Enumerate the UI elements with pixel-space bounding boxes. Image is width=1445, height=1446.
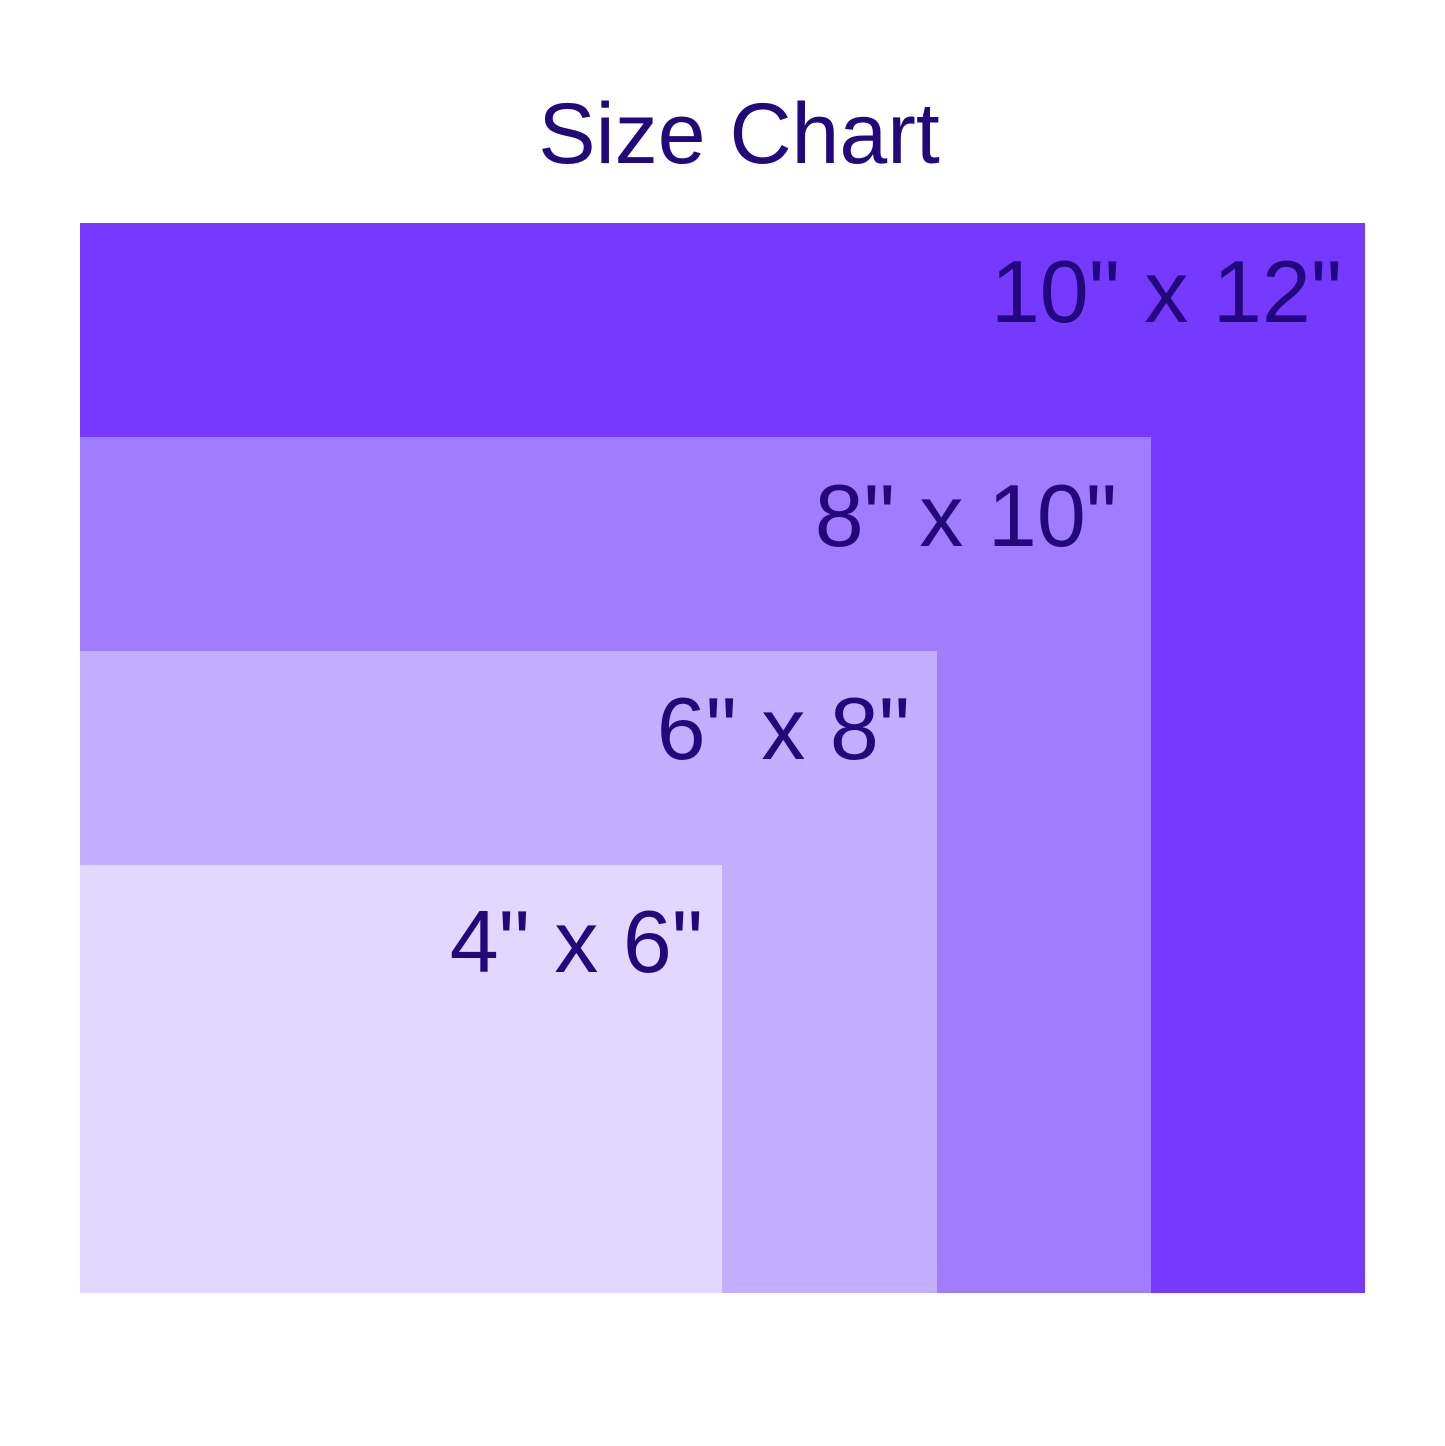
size-label-4x6: 4" x 6"	[449, 892, 703, 991]
size-label-8x10: 8" x 10"	[814, 466, 1117, 565]
chart-title: Size Chart	[538, 86, 940, 182]
size-label-6x8: 6" x 8"	[656, 679, 910, 778]
size-label-10x12: 10" x 12"	[990, 242, 1342, 341]
size-rect-4x6	[80, 865, 722, 1293]
